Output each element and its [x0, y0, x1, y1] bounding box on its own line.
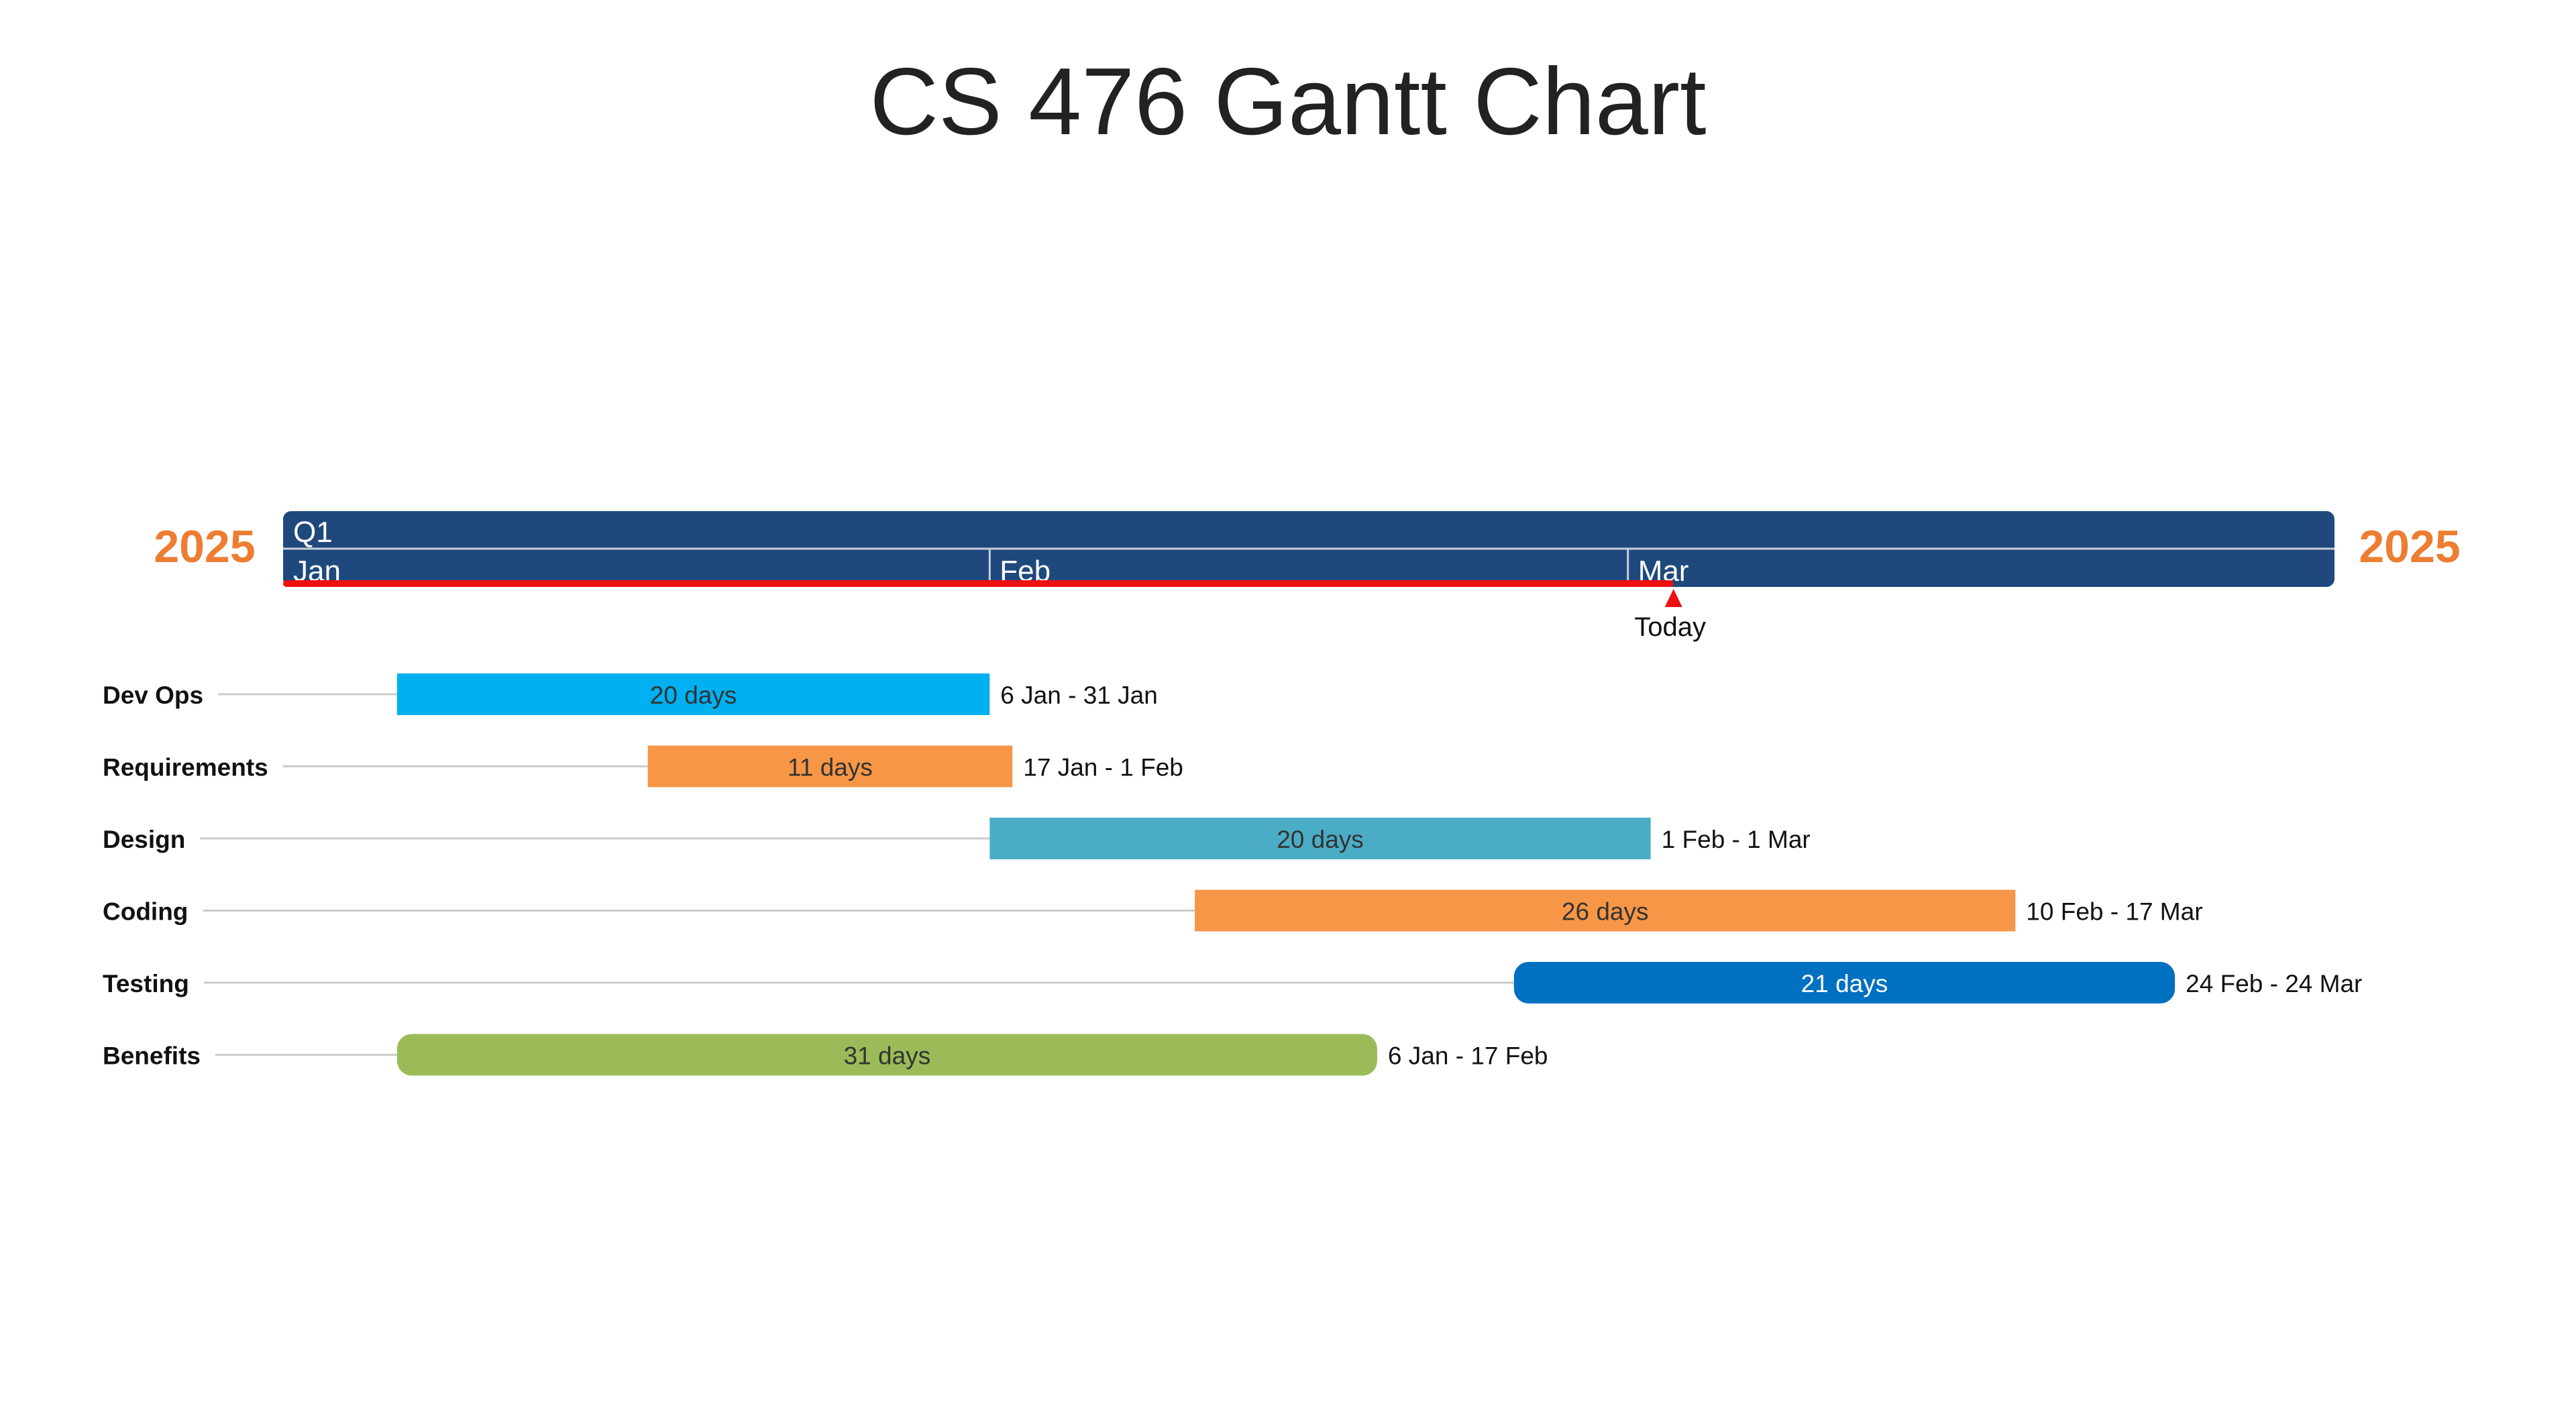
task-name: Coding — [103, 898, 188, 926]
task-bar — [396, 1034, 1377, 1076]
task-date-range-label: 1 Feb - 1 Mar — [1662, 826, 1811, 853]
task-date-range-label: 6 Jan - 17 Feb — [1388, 1042, 1548, 1070]
task-row: Coding 26 days 10 Feb - 17 Mar — [103, 889, 2203, 932]
task-bar — [1513, 962, 2176, 1003]
task-bar — [989, 818, 1651, 859]
task-row: Requirements 11 days 17 Jan - 1 Feb — [103, 745, 1183, 787]
task-row: Benefits 31 days 6 Jan - 17 Feb — [103, 1034, 1548, 1076]
chart-title: CS 476 Gantt Chart — [869, 48, 1707, 155]
task-duration-label: 11 days — [788, 754, 873, 781]
task-date-range-label: 6 Jan - 31 Jan — [1000, 682, 1157, 709]
today-marker-icon — [1664, 589, 1682, 607]
task-name: Testing — [103, 970, 189, 997]
task-name: Requirements — [103, 754, 268, 781]
task-row: Testing 21 days 24 Feb - 24 Mar — [103, 962, 2362, 1003]
today-label: Today — [1634, 612, 1706, 642]
task-duration-label: 31 days — [844, 1042, 931, 1070]
task-name: Design — [103, 826, 185, 853]
task-duration-label: 26 days — [1562, 898, 1649, 926]
task-date-range-label: 24 Feb - 24 Mar — [2186, 970, 2362, 997]
task-bar — [647, 745, 1013, 787]
task-date-range-label: 10 Feb - 17 Mar — [2026, 898, 2202, 926]
today-progress-line — [283, 580, 1674, 587]
task-rows: Dev Ops 20 days 6 Jan - 31 Jan Requirements… — [103, 673, 2362, 1076]
task-duration-label: 21 days — [1801, 970, 1888, 997]
task-duration-label: 20 days — [1277, 826, 1364, 853]
task-bar — [1195, 889, 2016, 932]
task-row: Dev Ops 20 days 6 Jan - 31 Jan — [103, 673, 1158, 715]
year-label-right: 2025 — [2359, 521, 2460, 572]
year-label-left: 2025 — [154, 521, 255, 572]
quarter-label: Q1 — [293, 516, 333, 549]
task-date-range-label: 17 Jan - 1 Feb — [1023, 754, 1183, 781]
task-row: Design 20 days 1 Feb - 1 Mar — [103, 818, 1811, 859]
task-name: Dev Ops — [103, 682, 203, 709]
task-bar — [396, 673, 990, 715]
task-duration-label: 20 days — [650, 682, 737, 709]
task-name: Benefits — [103, 1042, 201, 1070]
